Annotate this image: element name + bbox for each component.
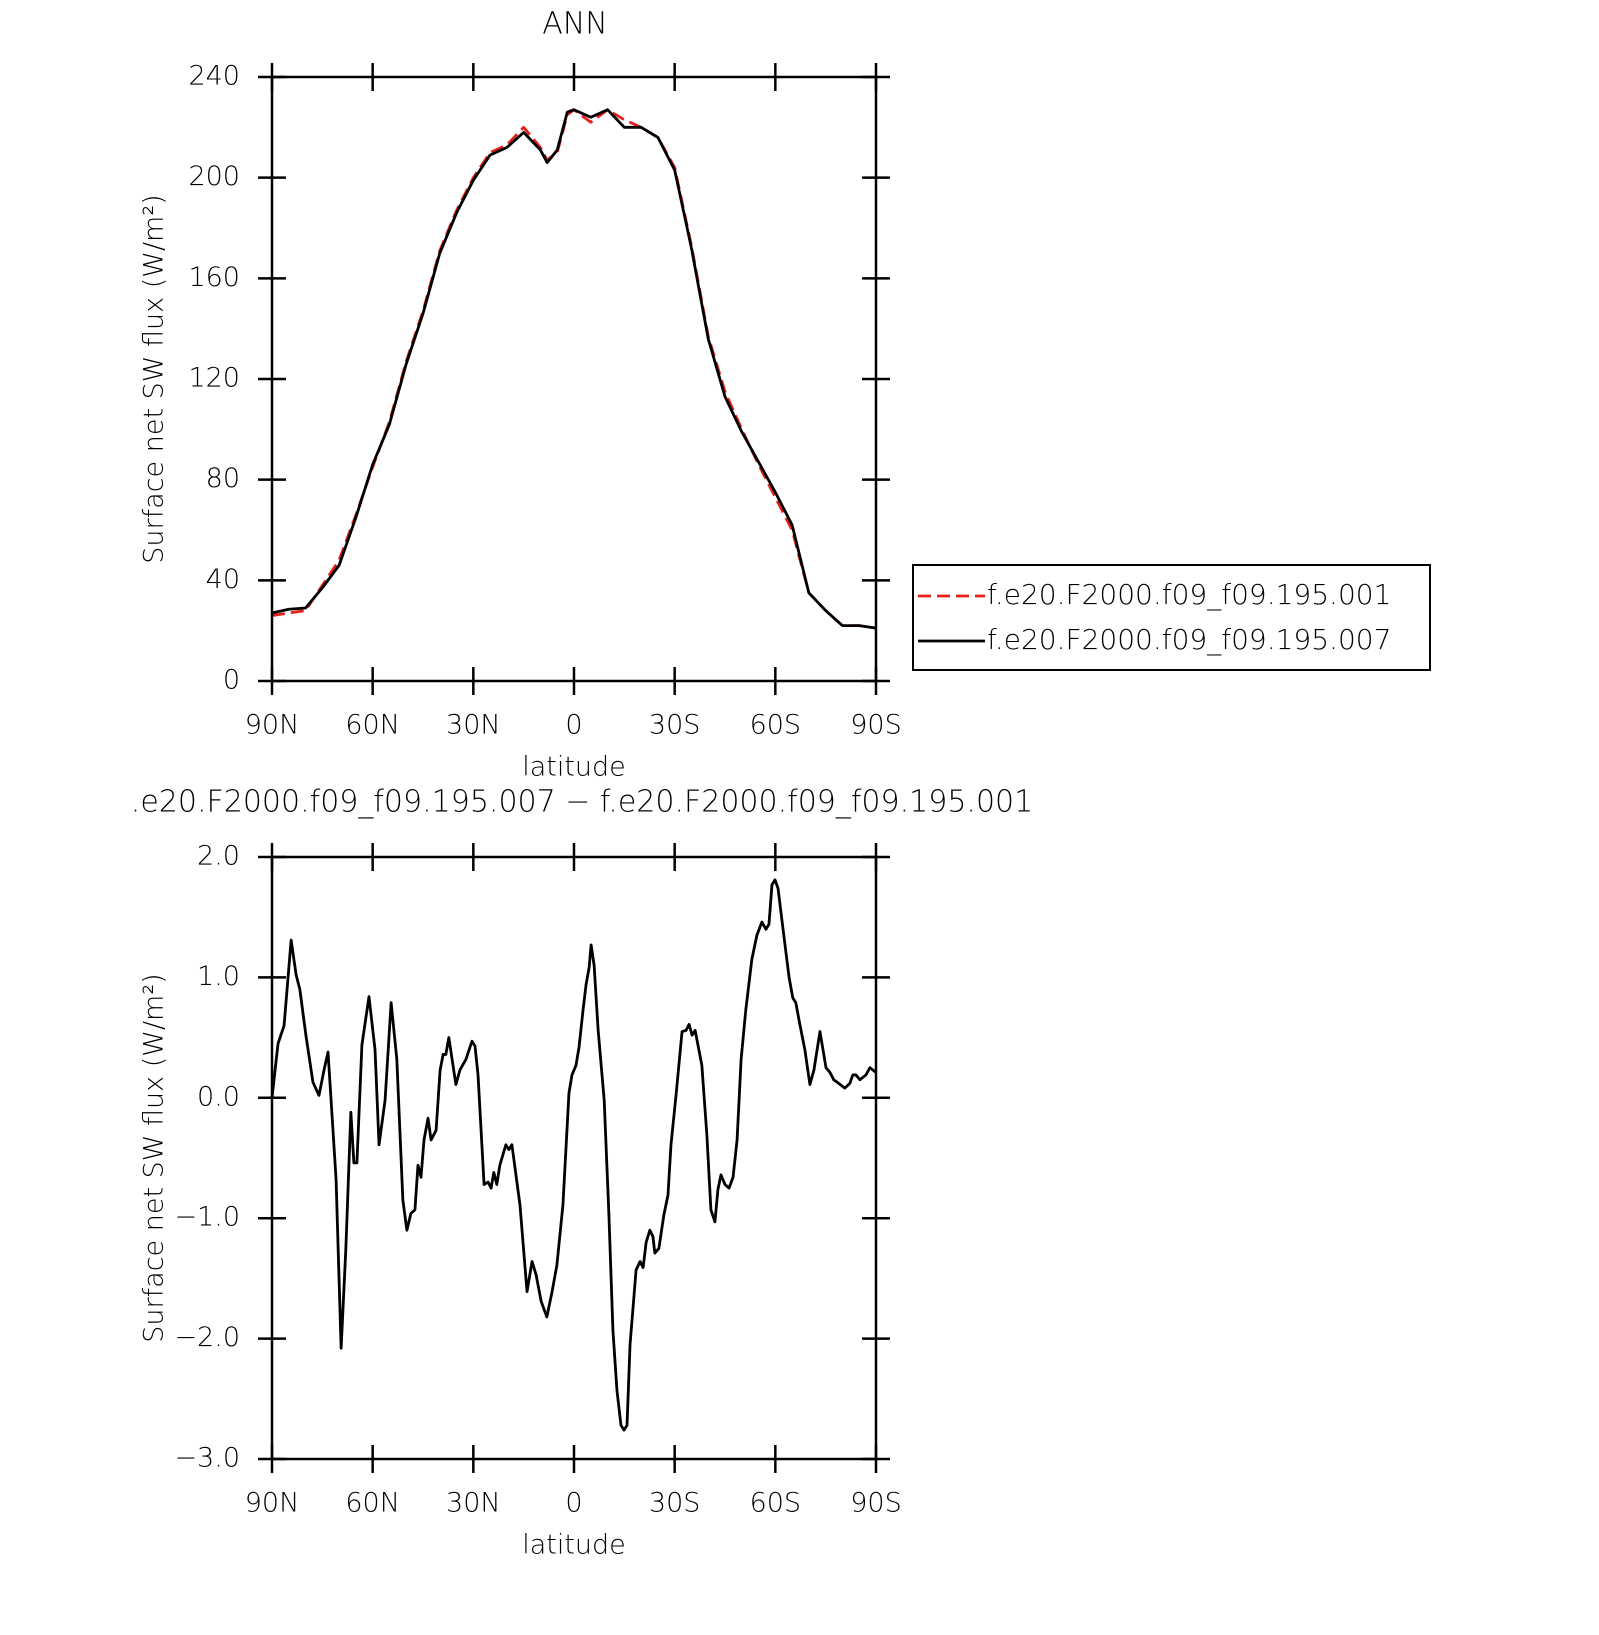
x-tick-label: 30S xyxy=(649,1488,701,1519)
y-tick-label: 120 xyxy=(188,363,240,394)
y-tick-label: 240 xyxy=(188,61,240,92)
x-tick-label: 30N xyxy=(446,710,501,741)
x-tick-label: 90S xyxy=(850,1488,902,1519)
x-tick-label: 90S xyxy=(850,710,902,741)
data-line xyxy=(271,108,877,630)
x-tick-label: 90N xyxy=(245,710,300,741)
y-axis-label: Surface net SW flux (W/m²) xyxy=(139,194,170,563)
x-axis-label: latitude xyxy=(522,1530,626,1561)
x-tick-label: 30S xyxy=(649,710,701,741)
x-tick-label: 60S xyxy=(750,710,802,741)
y-axis-label: Surface net SW flux (W/m²) xyxy=(139,973,170,1342)
y-tick-label: 0.0 xyxy=(197,1081,240,1112)
y-tick-label: 2.0 xyxy=(197,841,240,872)
y-tick-label: 160 xyxy=(188,262,240,293)
y-tick-label: 200 xyxy=(188,161,240,192)
x-tick-label: 90N xyxy=(245,1488,300,1519)
y-tick-label: 1.0 xyxy=(197,961,240,992)
data-line xyxy=(271,108,877,630)
y-tick-label: −1.0 xyxy=(174,1202,240,1233)
x-tick-label: 30N xyxy=(446,1488,501,1519)
x-tick-label: 0 xyxy=(565,710,582,741)
chart-title: ANN xyxy=(542,7,607,42)
x-axis-label: latitude xyxy=(522,752,626,783)
legend-label: f.e20.F2000.f09_f09.195.007 xyxy=(987,623,1391,657)
y-tick-label: 80 xyxy=(206,463,240,494)
plot-frame xyxy=(270,855,878,1461)
legend-label: f.e20.F2000.f09_f09.195.001 xyxy=(987,578,1391,612)
legend-box xyxy=(912,564,1431,671)
x-tick-label: 60S xyxy=(750,1488,802,1519)
y-tick-label: −2.0 xyxy=(174,1322,240,1353)
plot-frame xyxy=(270,75,878,683)
chart-title: .e20.F2000.f09_f09.195.007 − f.e20.F2000… xyxy=(131,785,1033,820)
y-tick-label: −3.0 xyxy=(174,1443,240,1474)
x-tick-label: 60N xyxy=(345,710,400,741)
y-tick-label: 40 xyxy=(206,564,240,595)
data-line xyxy=(270,878,877,1432)
y-tick-label: 0 xyxy=(223,665,240,696)
x-tick-label: 0 xyxy=(565,1488,582,1519)
x-tick-label: 60N xyxy=(345,1488,400,1519)
